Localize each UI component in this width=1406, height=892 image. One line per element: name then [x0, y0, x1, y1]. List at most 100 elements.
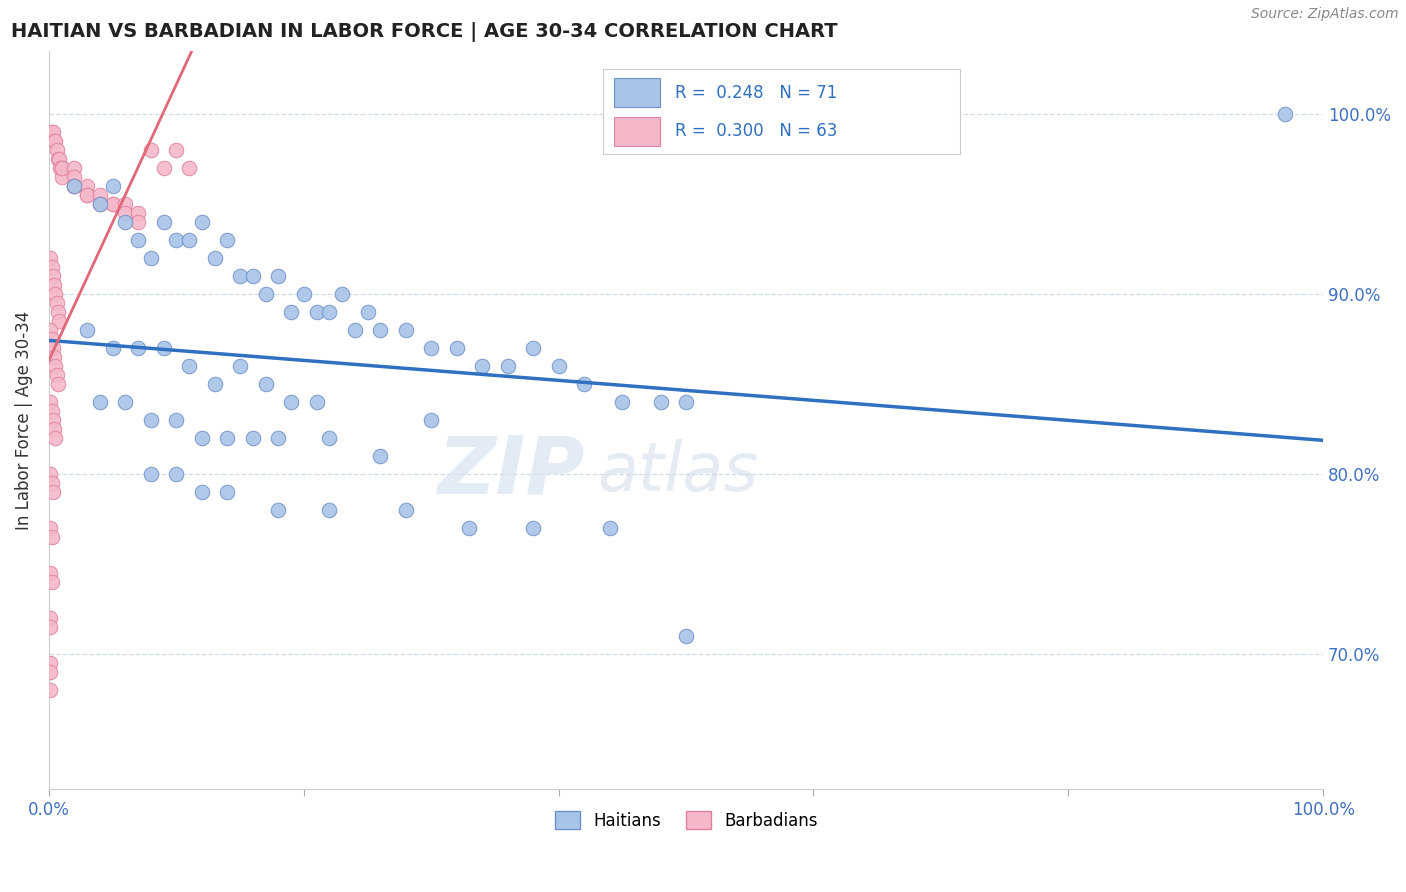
- Point: [39, 323, 62, 337]
- Text: ZIP: ZIP: [437, 433, 583, 510]
- Point: [89, 187, 111, 202]
- Point: [101, 341, 124, 355]
- Point: [39, 395, 62, 409]
- Point: [254, 376, 277, 391]
- Point: [368, 449, 391, 463]
- Point: [280, 305, 302, 319]
- Point: [395, 503, 418, 517]
- Point: [63, 169, 86, 184]
- Point: [395, 323, 418, 337]
- Point: [42, 125, 65, 139]
- Point: [572, 376, 595, 391]
- Point: [48, 152, 70, 166]
- Point: [41, 475, 63, 490]
- Point: [127, 233, 149, 247]
- Point: [305, 305, 328, 319]
- Point: [139, 143, 162, 157]
- Point: [267, 268, 290, 283]
- Point: [179, 161, 201, 175]
- Point: [101, 178, 124, 193]
- Point: [44, 359, 66, 373]
- Point: [305, 395, 328, 409]
- Point: [76, 178, 98, 193]
- Point: [152, 161, 174, 175]
- Point: [101, 196, 124, 211]
- Point: [42, 413, 65, 427]
- Point: [114, 206, 136, 220]
- Point: [42, 341, 65, 355]
- Point: [242, 268, 264, 283]
- Point: [41, 404, 63, 418]
- Point: [39, 665, 62, 680]
- Point: [44, 286, 66, 301]
- Point: [41, 332, 63, 346]
- Point: [39, 656, 62, 670]
- Point: [41, 530, 63, 544]
- Point: [217, 233, 239, 247]
- Point: [45, 143, 67, 157]
- Point: [343, 323, 366, 337]
- Y-axis label: In Labor Force | Age 30-34: In Labor Force | Age 30-34: [15, 310, 32, 530]
- Point: [217, 485, 239, 500]
- Point: [49, 161, 72, 175]
- Point: [165, 413, 187, 427]
- Text: HAITIAN VS BARBADIAN IN LABOR FORCE | AGE 30-34 CORRELATION CHART: HAITIAN VS BARBADIAN IN LABOR FORCE | AG…: [11, 22, 838, 42]
- Point: [39, 611, 62, 625]
- Point: [114, 215, 136, 229]
- Point: [42, 350, 65, 364]
- Point: [63, 178, 86, 193]
- Point: [165, 467, 187, 481]
- Point: [496, 359, 519, 373]
- Point: [522, 341, 544, 355]
- Point: [204, 376, 226, 391]
- Point: [89, 395, 111, 409]
- Point: [420, 413, 443, 427]
- Point: [39, 683, 62, 698]
- Point: [368, 323, 391, 337]
- Point: [356, 305, 378, 319]
- Point: [45, 296, 67, 310]
- Point: [292, 286, 315, 301]
- Point: [76, 323, 98, 337]
- Point: [114, 196, 136, 211]
- Point: [318, 431, 340, 445]
- Point: [39, 467, 62, 481]
- Point: [165, 233, 187, 247]
- Point: [229, 359, 252, 373]
- Point: [39, 251, 62, 265]
- Point: [139, 467, 162, 481]
- Point: [330, 286, 353, 301]
- Point: [280, 395, 302, 409]
- Point: [46, 152, 69, 166]
- Point: [1274, 106, 1296, 120]
- Point: [420, 341, 443, 355]
- Point: [41, 125, 63, 139]
- Point: [48, 314, 70, 328]
- Point: [139, 251, 162, 265]
- Point: [101, 196, 124, 211]
- Point: [675, 395, 697, 409]
- Point: [612, 395, 634, 409]
- Point: [152, 215, 174, 229]
- Point: [242, 431, 264, 445]
- Point: [139, 413, 162, 427]
- Point: [471, 359, 494, 373]
- Point: [39, 521, 62, 535]
- Point: [191, 215, 214, 229]
- Text: atlas: atlas: [598, 439, 758, 505]
- Point: [42, 422, 65, 436]
- Point: [191, 431, 214, 445]
- Point: [41, 575, 63, 590]
- Point: [51, 161, 73, 175]
- Point: [127, 206, 149, 220]
- Point: [44, 431, 66, 445]
- Point: [191, 485, 214, 500]
- Text: Source: ZipAtlas.com: Source: ZipAtlas.com: [1251, 7, 1399, 21]
- Point: [39, 620, 62, 634]
- Point: [318, 305, 340, 319]
- Point: [42, 277, 65, 292]
- Point: [46, 376, 69, 391]
- Point: [44, 134, 66, 148]
- Point: [675, 629, 697, 643]
- Point: [522, 521, 544, 535]
